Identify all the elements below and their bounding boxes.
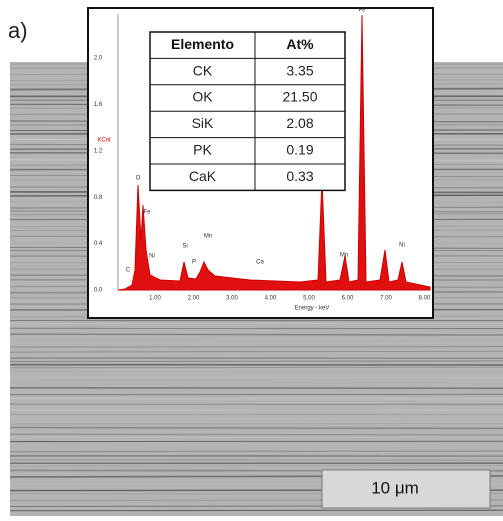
x-axis-label: Energy - keV: [295, 306, 330, 312]
peak-label: C: [126, 268, 131, 274]
y-tick-label: 1.2: [94, 148, 103, 154]
x-tick-label: 8.00: [419, 296, 431, 302]
streak: [10, 361, 503, 362]
peak-label: Fe: [143, 210, 151, 216]
table-cell: PK: [193, 142, 212, 158]
peak-label: Mn: [204, 234, 212, 240]
x-tick-label: 4.00: [265, 296, 277, 302]
peak-label: O: [136, 176, 141, 182]
y-tick-label: 2.0: [94, 56, 103, 62]
table-cell: 0.19: [286, 142, 313, 158]
table-cell: CaK: [189, 168, 217, 184]
x-tick-label: 6.00: [342, 296, 354, 302]
x-tick-label: 2.00: [188, 296, 200, 302]
table-cell: 2.08: [286, 115, 313, 131]
table-cell: CK: [193, 62, 213, 78]
x-tick-label: 5.00: [303, 296, 315, 302]
x-tick-label: 1.00: [149, 296, 161, 302]
streak: [10, 434, 503, 435]
peak-label: Mn: [340, 253, 348, 259]
panel-label: a): [8, 18, 28, 43]
streak: [10, 338, 503, 339]
y-tick-label: 0.8: [94, 195, 103, 201]
y-axis-label: KCnt: [97, 138, 111, 144]
peak-label: Ni: [149, 254, 155, 260]
scale-bar-label: 10 μm: [371, 478, 419, 497]
peak-label: Ni: [399, 243, 405, 249]
peak-label: Ca: [256, 260, 264, 266]
table-cell: OK: [192, 89, 213, 105]
y-tick-label: 0.0: [94, 288, 103, 294]
table-cell: SiK: [192, 115, 214, 131]
table-header: At%: [286, 36, 314, 52]
table-cell: 0.33: [286, 168, 313, 184]
peak-label: Si: [182, 244, 187, 250]
peak-label: Fe: [358, 8, 366, 14]
x-tick-label: 7.00: [380, 296, 392, 302]
y-tick-label: 1.6: [94, 102, 103, 108]
streak: [10, 334, 503, 335]
table-header: Elemento: [171, 36, 234, 52]
streak: [10, 451, 503, 452]
streak: [10, 428, 503, 429]
table-cell: 21.50: [282, 89, 317, 105]
y-tick-label: 0.4: [94, 241, 103, 247]
table-cell: 3.35: [286, 62, 313, 78]
peak-label: P: [192, 260, 196, 266]
x-tick-label: 3.00: [226, 296, 238, 302]
